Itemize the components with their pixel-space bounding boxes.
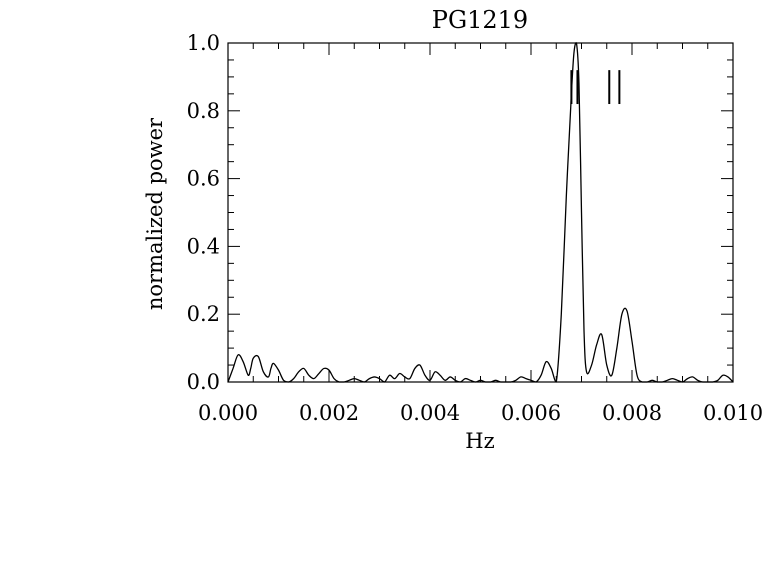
x-tick-label: 0.000 (198, 401, 258, 425)
ticks-layer: 0.000 0.002 0.004 0.006 0.008 0.010 0.0 0.2 0.4 0… (187, 31, 763, 425)
y-tick-label: 0.2 (187, 302, 220, 326)
x-axis-label: Hz (465, 429, 494, 453)
x-tick-label: 0.010 (703, 401, 763, 425)
chart-title: PG1219 (432, 6, 528, 34)
y-tick-label: 1.0 (187, 31, 220, 55)
series-layer (227, 42, 734, 383)
x-tick-label: 0.002 (299, 401, 359, 425)
y-tick-label: 0.4 (187, 234, 220, 258)
y-axis-label: normalized power (143, 117, 167, 310)
y-tick-label: 0.8 (187, 99, 220, 123)
y-tick-label: 0.6 (187, 167, 220, 191)
plot-frame (227, 42, 734, 383)
y-tick-label: 0.0 (187, 370, 220, 394)
series-line-0 (227, 42, 734, 383)
x-tick-label: 0.004 (400, 401, 460, 425)
x-tick-label: 0.006 (501, 401, 561, 425)
annotation-layer (570, 70, 621, 105)
x-tick-label: 0.008 (602, 401, 662, 425)
